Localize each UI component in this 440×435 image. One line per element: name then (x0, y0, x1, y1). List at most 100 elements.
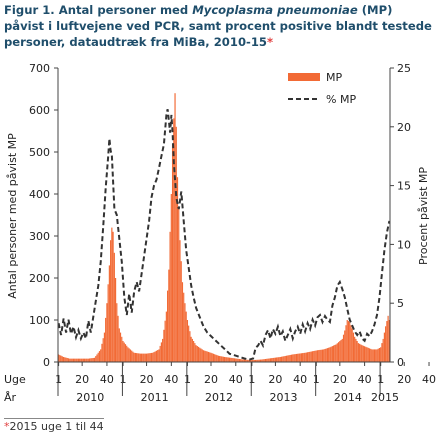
mp-bar (344, 330, 346, 362)
mp-bar (248, 359, 250, 362)
mp-bar (87, 358, 89, 362)
mp-bar (205, 351, 207, 362)
mp-bar (238, 358, 241, 362)
mp-bar (245, 359, 247, 362)
caption-star: * (266, 35, 274, 49)
mp-bar (61, 356, 63, 362)
mp-bar (266, 358, 268, 362)
mp-bar (183, 292, 185, 362)
mp-bar (274, 357, 276, 362)
mp-bar (383, 332, 385, 362)
mp-bar (206, 351, 208, 362)
mp-bar (148, 353, 150, 362)
mp-bar (102, 338, 104, 362)
mp-bar (214, 354, 216, 362)
mp-bar (216, 355, 218, 362)
mp-bar (224, 356, 226, 362)
mp-bar (207, 351, 210, 362)
mp-bar (241, 359, 243, 362)
mp-bar (138, 353, 140, 362)
mp-bar (247, 359, 249, 362)
mp-bar (67, 358, 70, 362)
mp-bar (345, 325, 347, 362)
mp-bar (97, 352, 99, 362)
y-tick-label: 600 (29, 104, 50, 117)
mp-bar (118, 328, 120, 362)
mp-bar (264, 358, 267, 362)
mp-bar (64, 357, 66, 362)
mp-bar (74, 358, 76, 362)
mp-bar (232, 358, 234, 362)
mp-bar (340, 339, 342, 362)
mp-bar (341, 338, 343, 362)
mp-bars (58, 93, 390, 363)
mp-bar (293, 354, 295, 362)
mp-bar (233, 358, 236, 362)
mp-bar (69, 358, 71, 362)
mp-bar (170, 194, 172, 362)
y2-axis-label: Procent påvist MP (417, 167, 430, 265)
mp-bar (328, 347, 330, 362)
mp-bar (123, 342, 125, 362)
mp-bar (88, 358, 91, 362)
mp-bar (226, 357, 228, 362)
mp-bar (380, 347, 382, 362)
x-year-label: 2013 (269, 391, 297, 404)
mp-bar (318, 350, 320, 362)
y-tick-label: 100 (29, 314, 50, 327)
x-week-tick-label: 20 (204, 373, 218, 386)
footnote: *2015 uge 1 til 44 (4, 420, 104, 433)
y-tick-label: 300 (29, 230, 50, 243)
mp-bar (80, 358, 82, 362)
mp-bar (143, 353, 145, 362)
mp-bar (381, 343, 383, 362)
mp-bar (347, 321, 350, 362)
mp-bar (342, 334, 345, 362)
mp-bar (242, 359, 244, 362)
mp-bar (373, 349, 376, 362)
mp-bar (93, 357, 96, 362)
mp-bar (142, 353, 144, 362)
mp-bar (261, 359, 263, 362)
mp-bar (211, 353, 213, 362)
y2-tick-label: 25 (397, 62, 411, 75)
mp-bar (150, 352, 153, 362)
mp-bar (134, 352, 136, 362)
x-week-tick-label: 1 (184, 373, 191, 386)
mp-bar (113, 252, 115, 362)
mp-bar (298, 353, 300, 362)
x-year-label: 2012 (205, 391, 233, 404)
mp-bar (225, 357, 227, 362)
mp-bar (365, 346, 367, 362)
mp-bar (101, 343, 103, 362)
mp-bar (263, 359, 265, 362)
mp-bar (304, 352, 306, 362)
x-year-label: 2010 (76, 391, 104, 404)
mp-bar (95, 356, 97, 362)
mp-bar (137, 353, 139, 362)
mp-bar (326, 348, 328, 362)
mp-bar (70, 358, 72, 362)
mp-bar (160, 342, 162, 362)
mp-bar (132, 351, 134, 362)
mp-bar (116, 303, 118, 362)
mp-bar (295, 353, 298, 362)
x-week-tick-label: 40 (100, 373, 114, 386)
y2-tick-label: 15 (397, 180, 411, 193)
mp-bar (297, 353, 299, 362)
y-axis-label: Antal personer med påvist MP (6, 133, 19, 299)
mp-bar (262, 359, 264, 362)
mp-bar (372, 349, 374, 362)
mp-bar (133, 352, 135, 362)
mp-bar (196, 346, 198, 362)
mp-bar (59, 355, 61, 362)
mp-bar (58, 354, 60, 362)
mp-bar (199, 347, 201, 362)
mp-bar (178, 208, 180, 362)
mp-bar (382, 338, 384, 362)
y-tick-label: 400 (29, 188, 50, 201)
mp-bar (311, 351, 314, 362)
mp-bar (346, 320, 348, 362)
mp-bar (165, 311, 167, 362)
mp-bar (336, 343, 338, 362)
